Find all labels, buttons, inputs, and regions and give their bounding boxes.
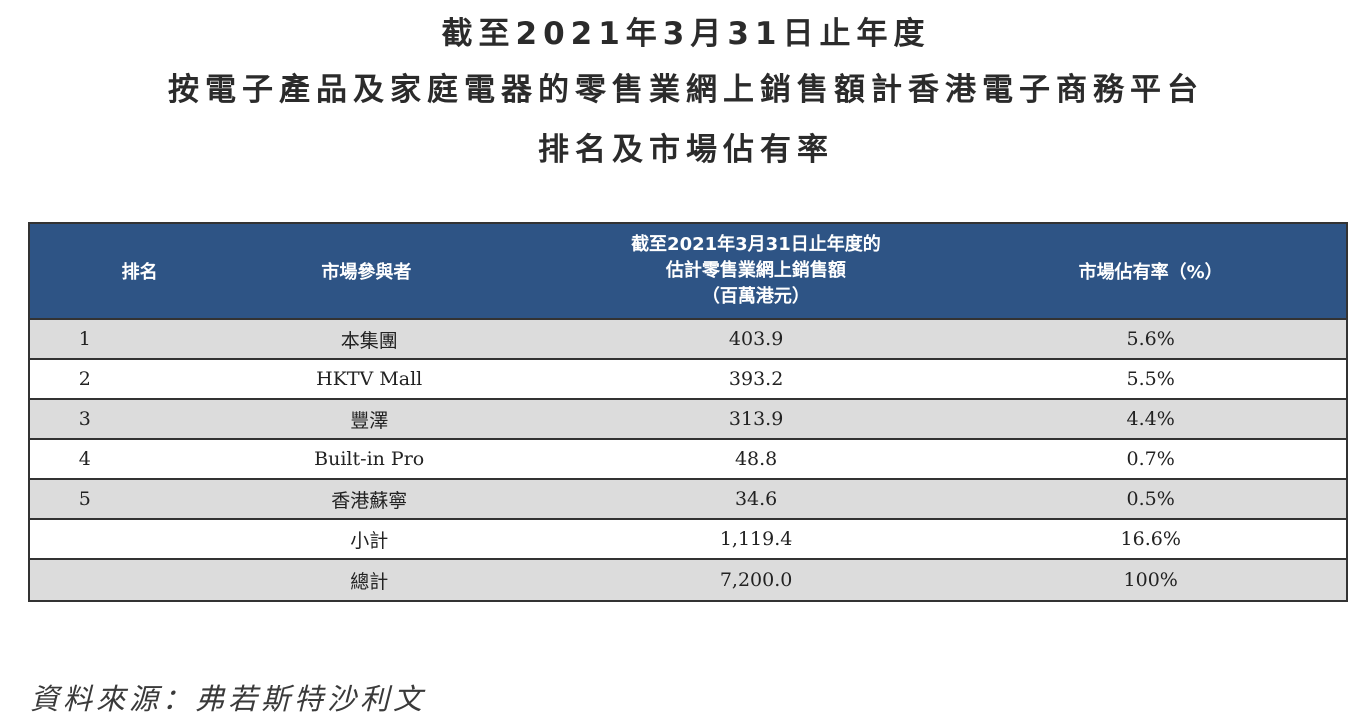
title-line-3: 排名及市場佔有率: [538, 132, 834, 168]
cell-share: 0.5%: [1126, 488, 1175, 510]
cell-participant: 本集團: [340, 329, 398, 352]
header-rank: 排名: [121, 262, 158, 283]
cell-share: 0.7%: [1126, 448, 1175, 470]
cell-sales: 403.9: [728, 328, 784, 350]
header-sales-line-1: 截至2021年3月31日止年度的: [631, 234, 881, 255]
cell-sales: 48.8: [734, 448, 778, 470]
table-row: 5 香港蘇寧 34.6 0.5%: [30, 480, 1346, 520]
table-row: 1 本集團 403.9 5.6%: [30, 320, 1346, 360]
cell-rank: 4: [78, 448, 91, 470]
table-row: 4 Built-in Pro 48.8 0.7%: [30, 440, 1346, 480]
market-share-table: 排名 市場參與者 截至2021年3月31日止年度的 估計零售業網上銷售額 （百萬…: [28, 222, 1348, 602]
table-row: 3 豐澤 313.9 4.4%: [30, 400, 1346, 440]
title-line-2: 按電子產品及家庭電器的零售業網上銷售額計香港電子商務平台: [168, 72, 1204, 108]
cell-share: 4.4%: [1126, 408, 1175, 430]
cell-rank: 5: [78, 488, 91, 510]
header-participant: 市場參與者: [321, 262, 412, 283]
cell-participant: 總計: [350, 570, 389, 593]
total-row: 總計 7,200.0 100%: [30, 560, 1346, 600]
header-sales-line-2: 估計零售業網上銷售額: [665, 260, 846, 281]
cell-share: 5.5%: [1126, 368, 1175, 390]
title-line-1: 截至2021年3月31日止年度: [441, 16, 931, 52]
cell-rank: 2: [78, 368, 91, 390]
cell-participant: 豐澤: [350, 409, 389, 432]
subtotal-row: 小計 1,119.4 16.6%: [30, 520, 1346, 560]
cell-share: 16.6%: [1120, 528, 1181, 550]
header-sales-line-3: （百萬港元）: [701, 286, 810, 307]
cell-sales: 34.6: [734, 488, 778, 510]
header-sales: 截至2021年3月31日止年度的 估計零售業網上銷售額 （百萬港元）: [557, 232, 956, 310]
cell-participant: HKTV Mall: [316, 368, 423, 390]
cell-participant: 小計: [350, 529, 389, 552]
cell-sales: 393.2: [728, 368, 784, 390]
cell-rank: 3: [78, 408, 91, 430]
cell-participant: 香港蘇寧: [331, 489, 408, 512]
cell-sales: 7,200.0: [719, 569, 793, 591]
cell-sales: 313.9: [728, 408, 784, 430]
cell-share: 5.6%: [1126, 328, 1175, 350]
cell-rank: 1: [78, 328, 91, 350]
cell-share: 100%: [1123, 569, 1178, 591]
cell-participant: Built-in Pro: [314, 448, 425, 470]
table-row: 2 HKTV Mall 393.2 5.5%: [30, 360, 1346, 400]
cell-sales: 1,119.4: [719, 528, 793, 550]
table-header: 排名 市場參與者 截至2021年3月31日止年度的 估計零售業網上銷售額 （百萬…: [30, 224, 1346, 320]
header-share: 市場佔有率（%）: [1078, 262, 1223, 283]
source-note: 資料來源：弗若斯特沙利文: [30, 682, 427, 716]
